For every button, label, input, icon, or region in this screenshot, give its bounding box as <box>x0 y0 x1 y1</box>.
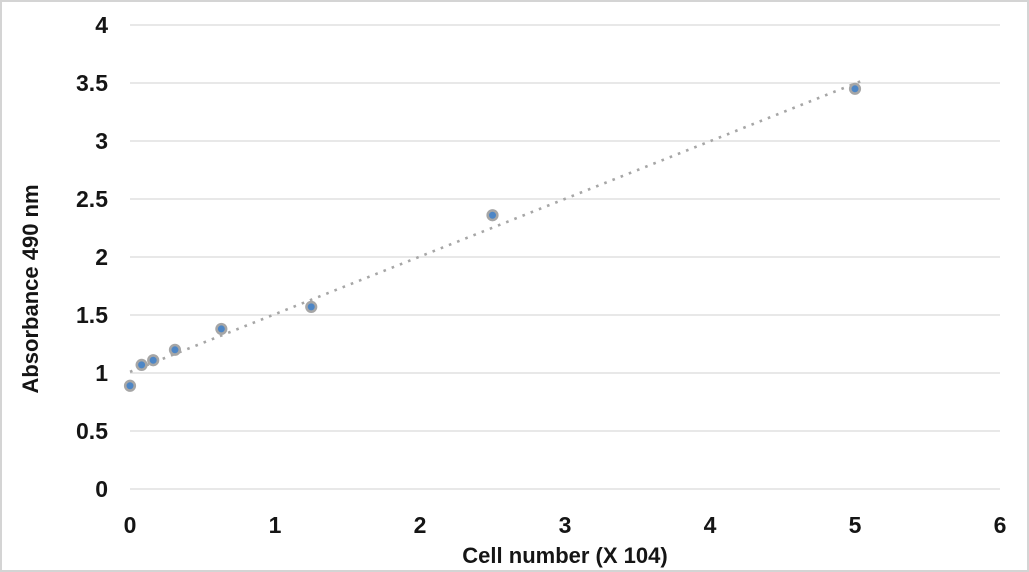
data-point <box>168 343 182 356</box>
data-point <box>147 354 160 367</box>
x-tick-label: 1 <box>269 512 282 538</box>
x-tick-label: 4 <box>704 512 717 538</box>
data-point <box>305 300 318 313</box>
data-point <box>486 209 499 222</box>
y-tick-label: 2.5 <box>76 186 108 212</box>
y-tick-label: 3 <box>95 128 108 154</box>
y-tick-label: 3.5 <box>76 70 108 96</box>
data-point <box>848 82 862 95</box>
data-point <box>215 322 228 336</box>
y-tick-label: 4 <box>95 12 108 38</box>
data-point <box>123 379 137 392</box>
y-axis-title: Absorbance 490 nm <box>18 184 43 393</box>
trendline <box>129 79 863 374</box>
x-tick-label: 5 <box>849 512 862 538</box>
y-tick-label: 1 <box>95 360 108 386</box>
y-tick-label: 1.5 <box>76 302 108 328</box>
y-tick-label: 0.5 <box>76 418 108 444</box>
data-point <box>135 358 148 371</box>
y-tick-label: 0 <box>95 476 108 502</box>
x-axis-title: Cell number (X 104) <box>462 543 667 568</box>
x-tick-label: 0 <box>124 512 137 538</box>
y-tick-label: 2 <box>95 244 108 270</box>
x-tick-label: 3 <box>559 512 572 538</box>
x-tick-label: 6 <box>994 512 1007 538</box>
x-tick-label: 2 <box>414 512 427 538</box>
